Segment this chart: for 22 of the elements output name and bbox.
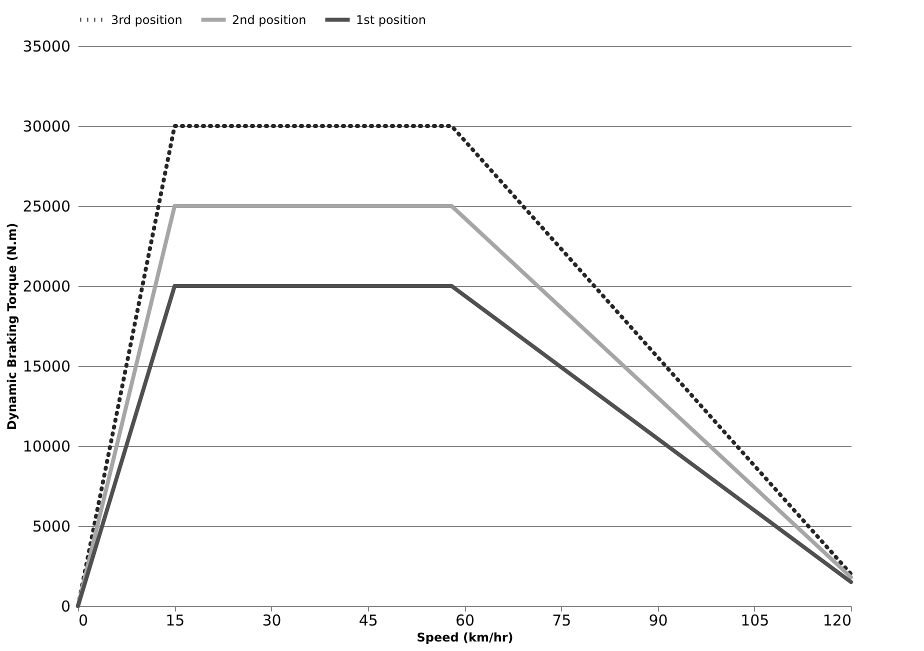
y-tick-label: 15000 [22, 358, 70, 376]
x-tick-label: 90 [648, 612, 668, 630]
y-tick-label: 10000 [22, 438, 70, 456]
y-tick-label: 5000 [32, 518, 70, 536]
y-tick-label: 20000 [22, 278, 70, 296]
x-tick-label: 120 [822, 612, 852, 630]
y-tick-label: 30000 [22, 118, 70, 136]
legend-label: 3rd position [111, 12, 182, 27]
x-tick-label: 30 [262, 612, 282, 630]
legend-label: 1st position [356, 12, 426, 27]
x-tick-label: 45 [358, 612, 378, 630]
x-tick-label: 60 [455, 612, 475, 630]
y-tick-label: 25000 [22, 198, 70, 216]
x-tick-label: 75 [552, 612, 572, 630]
x-tick-label: 15 [166, 612, 185, 630]
legend-label: 2nd position [232, 12, 306, 27]
y-tick-label: 35000 [22, 38, 70, 56]
y-tick-label: 0 [60, 598, 70, 616]
x-tick-label: 105 [740, 612, 770, 630]
x-tick-label: 0 [78, 612, 88, 630]
y-axis-title: Dynamic Braking Torque (N.m) [4, 222, 19, 430]
x-axis-title: Speed (km/hr) [416, 630, 514, 644]
